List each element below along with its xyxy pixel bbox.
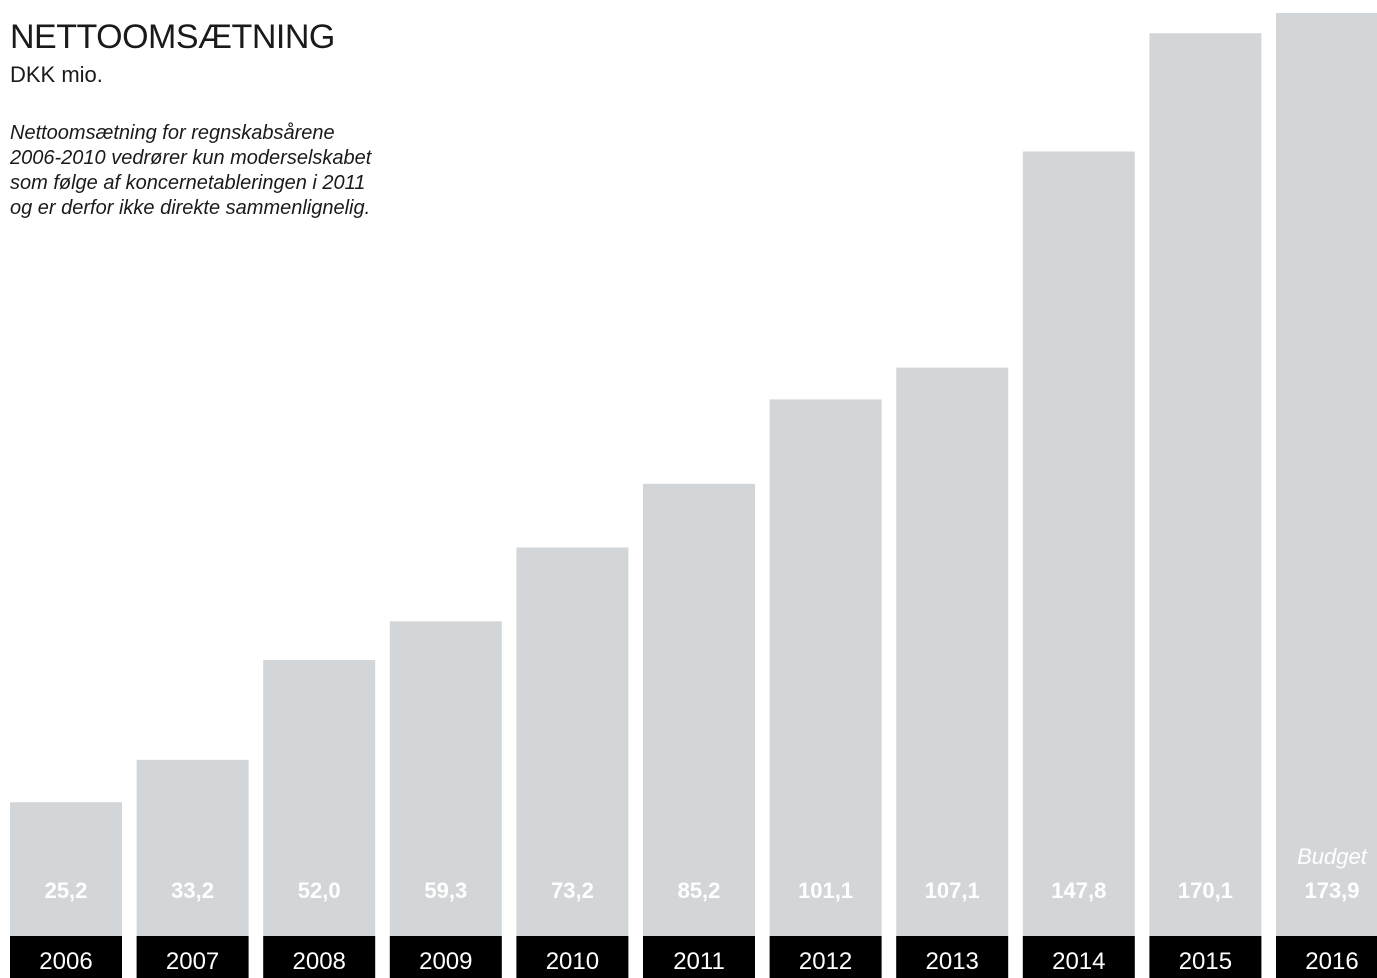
value-label-2011: 85,2	[678, 878, 721, 903]
year-box-2013	[896, 936, 1009, 978]
value-label-2008: 52,0	[298, 878, 341, 903]
bar-2006	[10, 802, 122, 936]
year-label-2008: 2008	[293, 948, 346, 975]
year-label-2009: 2009	[419, 948, 472, 975]
year-box-2009	[389, 936, 502, 978]
year-box-2007	[136, 936, 249, 978]
value-label-2010: 73,2	[551, 878, 594, 903]
bar-2016	[1276, 13, 1377, 936]
value-label-2006: 25,2	[45, 878, 88, 903]
note-line: 2006-2010 vedrører kun moderselskabet	[10, 147, 372, 169]
value-label-2012: 101,1	[798, 878, 853, 903]
bar-2009	[389, 621, 502, 936]
year-label-2007: 2007	[166, 948, 219, 975]
year-label-2014: 2014	[1052, 948, 1105, 975]
note-line: Nettoomsætning for regnskabsårene	[10, 122, 335, 144]
bar-2010	[516, 547, 629, 936]
value-label-2016: 173,9	[1304, 878, 1359, 903]
bar-2013	[896, 367, 1009, 937]
year-box-2011	[643, 936, 755, 978]
bar-2012	[769, 399, 882, 936]
value-label-2007: 33,2	[171, 878, 214, 903]
year-box-2014	[1022, 936, 1135, 978]
year-label-2013: 2013	[926, 948, 979, 975]
year-box-2015	[1149, 936, 1262, 978]
bar-2007	[136, 759, 249, 936]
year-label-2006: 2006	[39, 948, 92, 975]
value-label-2013: 107,1	[925, 878, 980, 903]
year-box-2006	[10, 936, 122, 978]
note-line: som følge af koncernetableringen i 2011	[10, 172, 366, 194]
year-box-2010	[516, 936, 629, 978]
chart-title: NETTOOMSÆTNING	[10, 18, 335, 56]
year-box-2008	[263, 936, 376, 978]
chart-note: Nettoomsætning for regnskabsårene 2006-2…	[10, 121, 470, 221]
year-label-2016: 2016	[1305, 948, 1358, 975]
value-label-2015: 170,1	[1178, 878, 1233, 903]
year-box-2012	[769, 936, 882, 978]
year-label-2012: 2012	[799, 948, 852, 975]
bar-2011	[643, 483, 755, 936]
note-line: og er derfor ikke direkte sammenlignelig…	[10, 197, 371, 219]
year-label-2011: 2011	[673, 948, 725, 975]
bar-2008	[263, 660, 376, 936]
value-label-2014: 147,8	[1051, 878, 1106, 903]
bar-2015	[1149, 33, 1262, 936]
chart-subtitle: DKK mio.	[10, 62, 103, 87]
value-label-2009: 59,3	[424, 878, 467, 903]
budget-annotation: Budget	[1297, 844, 1368, 869]
year-box-2016	[1276, 936, 1377, 978]
bar-2014	[1022, 151, 1135, 936]
year-label-2010: 2010	[546, 948, 599, 975]
year-label-2015: 2015	[1179, 948, 1232, 975]
